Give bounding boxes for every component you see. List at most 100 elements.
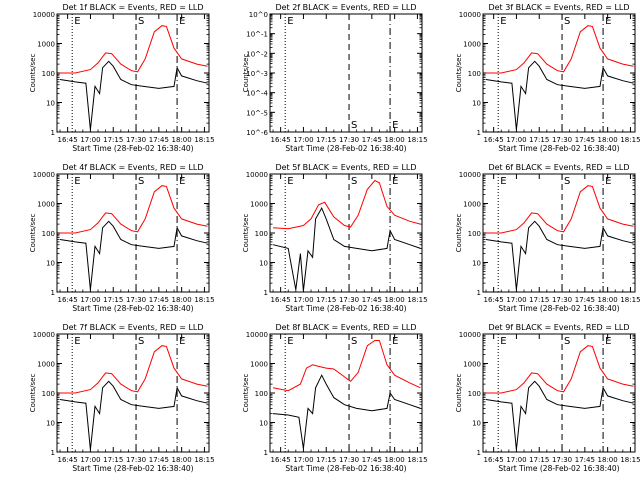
x-axis-label: Start Time (28-Feb-02 16:38:40) bbox=[285, 464, 406, 473]
series-lld-line bbox=[60, 185, 208, 234]
marker-label: E bbox=[392, 176, 398, 187]
y-tick-label: 10000 bbox=[459, 11, 481, 19]
series-lld-line bbox=[486, 345, 634, 394]
y-tick-label: 10 bbox=[472, 260, 481, 268]
x-axis-label: Start Time (28-Feb-02 16:38:40) bbox=[72, 464, 193, 473]
x-tick-label: 18:15 bbox=[407, 136, 427, 144]
x-tick-label: 17:30 bbox=[552, 136, 572, 144]
y-tick-label: 10000 bbox=[246, 331, 268, 339]
x-tick-label: 17:30 bbox=[339, 296, 359, 304]
x-tick-label: 17:15 bbox=[529, 456, 549, 464]
y-tick-label: 100 bbox=[255, 230, 268, 238]
x-tick-label: 17:30 bbox=[552, 296, 572, 304]
panel-det-3f: Det 3f BLACK = Events, RED = LLD 1 10 100 10… bbox=[455, 3, 640, 153]
x-tick-label: 18:00 bbox=[172, 456, 192, 464]
x-tick-label: 16:45 bbox=[271, 456, 291, 464]
x-tick-label: 18:15 bbox=[194, 296, 214, 304]
y-axis-label: Counts/sec bbox=[242, 214, 250, 253]
x-tick-label: 18:00 bbox=[598, 136, 618, 144]
y-tick-label: 10^-2 bbox=[246, 50, 268, 58]
marker-label: S bbox=[138, 336, 144, 347]
x-tick-label: 17:15 bbox=[316, 456, 336, 464]
x-tick-label: 17:30 bbox=[339, 136, 359, 144]
panel-det-1f: Det 1f BLACK = Events, RED = LLD 1 10 100 10… bbox=[29, 3, 215, 153]
marker-label: E bbox=[500, 16, 506, 27]
y-axis-label: Counts/sec bbox=[455, 214, 463, 253]
y-tick-label: 100 bbox=[255, 390, 268, 398]
panel-title: Det 1f BLACK = Events, RED = LLD bbox=[62, 3, 203, 12]
y-axis-label: Counts/sec bbox=[455, 374, 463, 413]
panel-det-8f: Det 8f BLACK = Events, RED = LLD 1 10 100 10… bbox=[242, 323, 428, 473]
y-tick-label: 10 bbox=[472, 420, 481, 428]
plot-frame bbox=[56, 173, 210, 293]
x-tick-label: 17:45 bbox=[149, 456, 169, 464]
y-tick-label: 1 bbox=[51, 449, 55, 457]
plot-frame bbox=[56, 13, 210, 133]
marker-label: S bbox=[138, 176, 144, 187]
x-tick-label: 17:45 bbox=[575, 456, 595, 464]
x-axis-label: Start Time (28-Feb-02 16:38:40) bbox=[498, 304, 619, 313]
x-tick-label: 17:15 bbox=[316, 136, 336, 144]
y-tick-label: 10^-3 bbox=[246, 70, 268, 78]
x-tick-label: 17:45 bbox=[362, 136, 382, 144]
y-tick-label: 100 bbox=[42, 70, 55, 78]
x-tick-label: 18:00 bbox=[385, 456, 405, 464]
marker-label: E bbox=[179, 336, 185, 347]
series-events-line bbox=[485, 380, 634, 450]
series-lld-line bbox=[486, 185, 634, 234]
x-axis-label: Start Time (28-Feb-02 16:38:40) bbox=[498, 464, 619, 473]
y-tick-label: 10^-4 bbox=[246, 90, 268, 98]
marker-label: E bbox=[179, 176, 185, 187]
y-tick-label: 10000 bbox=[459, 171, 481, 179]
x-tick-label: 17:45 bbox=[362, 456, 382, 464]
x-tick-label: 18:15 bbox=[620, 296, 640, 304]
y-axis-label: Counts/sec bbox=[29, 214, 37, 253]
x-tick-label: 18:00 bbox=[598, 456, 618, 464]
x-axis-label: Start Time (28-Feb-02 16:38:40) bbox=[285, 144, 406, 153]
x-tick-label: 16:45 bbox=[58, 136, 78, 144]
y-tick-label: 1000 bbox=[250, 361, 268, 369]
x-tick-label: 17:00 bbox=[506, 136, 526, 144]
series-events-line bbox=[485, 220, 634, 290]
series-events-line bbox=[59, 60, 208, 130]
y-tick-label: 10 bbox=[472, 100, 481, 108]
series-events-line bbox=[485, 60, 634, 130]
marker-label: S bbox=[351, 176, 357, 187]
x-tick-label: 18:15 bbox=[620, 136, 640, 144]
x-tick-label: 16:45 bbox=[58, 296, 78, 304]
x-tick-label: 17:45 bbox=[149, 296, 169, 304]
x-axis-label: Start Time (28-Feb-02 16:38:40) bbox=[72, 144, 193, 153]
y-tick-label: 10000 bbox=[459, 331, 481, 339]
x-tick-label: 17:00 bbox=[293, 136, 313, 144]
panel-title: Det 7f BLACK = Events, RED = LLD bbox=[62, 323, 203, 332]
x-axis-label: Start Time (28-Feb-02 16:38:40) bbox=[285, 304, 406, 313]
x-axis-label: Start Time (28-Feb-02 16:38:40) bbox=[72, 304, 193, 313]
marker-label: E bbox=[287, 176, 293, 187]
x-tick-label: 16:45 bbox=[271, 136, 291, 144]
y-tick-label: 10^0 bbox=[249, 11, 268, 19]
y-axis-label: Counts/sec bbox=[455, 54, 463, 93]
marker-label: E bbox=[74, 336, 80, 347]
x-tick-label: 18:15 bbox=[194, 456, 214, 464]
panel-title: Det 6f BLACK = Events, RED = LLD bbox=[488, 163, 629, 172]
y-axis-label: Counts/sec bbox=[242, 374, 250, 413]
x-tick-label: 18:00 bbox=[172, 296, 192, 304]
series-events-line bbox=[272, 206, 421, 291]
panel-det-6f: Det 6f BLACK = Events, RED = LLD 1 10 100 10… bbox=[455, 163, 640, 313]
marker-label: E bbox=[392, 336, 398, 347]
panel-det-2f: Det 2f BLACK = Events, RED = LLD 10^-6 10^… bbox=[242, 3, 428, 153]
x-tick-label: 18:15 bbox=[407, 296, 427, 304]
x-tick-label: 17:00 bbox=[80, 296, 100, 304]
x-tick-label: 18:15 bbox=[620, 456, 640, 464]
x-tick-label: 17:15 bbox=[529, 136, 549, 144]
y-tick-label: 1 bbox=[477, 129, 481, 137]
y-tick-label: 1000 bbox=[463, 41, 481, 49]
y-tick-label: 1 bbox=[51, 289, 55, 297]
marker-label: E bbox=[287, 336, 293, 347]
plot-frame bbox=[56, 333, 210, 453]
x-tick-label: 17:15 bbox=[103, 136, 123, 144]
x-axis-label: Start Time (28-Feb-02 16:38:40) bbox=[498, 144, 619, 153]
x-tick-label: 17:00 bbox=[506, 456, 526, 464]
plot-frame bbox=[269, 13, 423, 133]
marker-label: E bbox=[500, 336, 506, 347]
